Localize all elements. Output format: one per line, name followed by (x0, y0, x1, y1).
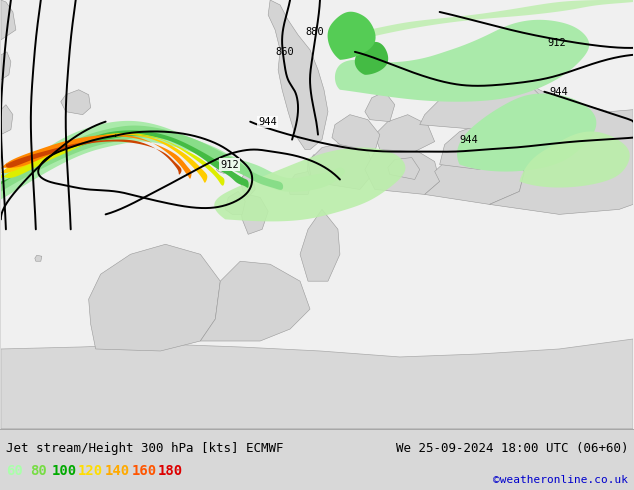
Polygon shape (332, 115, 380, 151)
Polygon shape (425, 149, 524, 204)
Polygon shape (300, 209, 340, 281)
Polygon shape (375, 115, 435, 151)
Polygon shape (0, 121, 345, 199)
Polygon shape (225, 192, 245, 215)
Polygon shape (344, 0, 634, 42)
Polygon shape (439, 124, 510, 170)
Text: 944: 944 (460, 135, 478, 145)
Text: 120: 120 (78, 464, 103, 478)
Polygon shape (240, 195, 268, 234)
Polygon shape (308, 142, 375, 190)
Polygon shape (491, 80, 512, 92)
Text: 860: 860 (275, 47, 294, 57)
Polygon shape (355, 42, 388, 75)
Polygon shape (1, 133, 207, 183)
Polygon shape (240, 172, 255, 197)
Polygon shape (268, 0, 328, 149)
Text: 912: 912 (547, 38, 566, 48)
Text: 100: 100 (52, 464, 77, 478)
Polygon shape (489, 80, 633, 215)
Text: ©weatheronline.co.uk: ©weatheronline.co.uk (493, 475, 628, 485)
Polygon shape (0, 125, 283, 192)
Polygon shape (365, 149, 439, 195)
Text: Jet stream/Height 300 hPa [kts] ECMWF: Jet stream/Height 300 hPa [kts] ECMWF (6, 442, 283, 455)
Text: 140: 140 (105, 464, 130, 478)
Polygon shape (214, 147, 405, 221)
Polygon shape (519, 131, 630, 188)
Text: 160: 160 (132, 464, 157, 478)
Text: We 25-09-2024 18:00 UTC (06+60): We 25-09-2024 18:00 UTC (06+60) (396, 442, 628, 455)
Polygon shape (457, 94, 597, 172)
Polygon shape (1, 52, 11, 80)
Polygon shape (6, 140, 181, 174)
Polygon shape (1, 339, 633, 429)
Polygon shape (420, 82, 545, 130)
Text: 944: 944 (549, 87, 568, 97)
Polygon shape (1, 105, 13, 135)
Polygon shape (200, 261, 310, 341)
Polygon shape (0, 133, 224, 186)
Polygon shape (288, 172, 312, 195)
Polygon shape (61, 90, 91, 115)
Polygon shape (388, 158, 420, 179)
Polygon shape (307, 154, 320, 179)
Text: 60: 60 (6, 464, 23, 478)
Polygon shape (89, 245, 220, 351)
Text: 80: 80 (30, 464, 47, 478)
Text: 944: 944 (258, 117, 277, 126)
Polygon shape (216, 166, 226, 173)
Text: 180: 180 (158, 464, 183, 478)
Polygon shape (335, 20, 589, 102)
Polygon shape (328, 12, 375, 60)
Text: 912: 912 (220, 160, 239, 170)
Polygon shape (0, 130, 249, 188)
Polygon shape (35, 255, 42, 261)
Polygon shape (0, 135, 191, 179)
Polygon shape (365, 92, 395, 122)
Text: 880: 880 (305, 27, 324, 37)
Polygon shape (1, 0, 16, 40)
